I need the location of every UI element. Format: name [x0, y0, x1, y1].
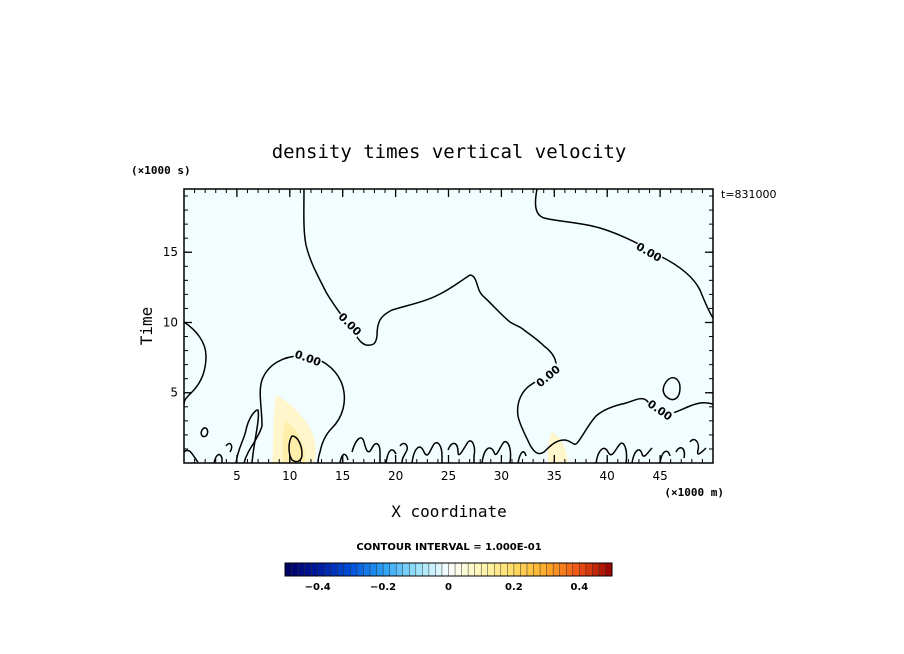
colorbar-swatch	[415, 563, 423, 576]
colorbar-swatch	[592, 563, 600, 576]
colorbar-swatch	[481, 563, 489, 576]
colorbar-swatch	[513, 563, 521, 576]
colorbar-swatch	[396, 563, 404, 576]
x-tick-label: 30	[494, 469, 509, 483]
colorbar-swatch	[598, 563, 606, 576]
chart-title: density times vertical velocity	[272, 141, 627, 163]
positive-region-2	[282, 420, 305, 463]
colorbar-swatch	[585, 563, 593, 576]
tick-labels: 5 10 15 20 25 30 35 40 45 5 10 15	[163, 245, 668, 483]
contour-line-dome	[243, 355, 346, 464]
colorbar-swatch	[370, 563, 377, 576]
y-axis-label: Time	[137, 307, 156, 346]
colorbar-swatch	[507, 563, 515, 576]
field-background	[184, 189, 713, 463]
colorbar-swatch	[311, 563, 319, 576]
colorbar-tick-label: 0	[445, 582, 452, 593]
x-tick-label: 5	[233, 469, 241, 483]
colorbar-swatch	[448, 563, 456, 576]
colorbar-swatch	[409, 563, 417, 576]
major-ticks	[184, 189, 713, 463]
x-tick-label: 45	[652, 469, 667, 483]
positive-field-regions	[272, 395, 568, 463]
colorbar-swatch	[402, 563, 410, 576]
colorbar-tick-label: −0.2	[370, 582, 396, 593]
contour-line-closed-1	[288, 435, 303, 463]
colorbar-swatch	[324, 563, 332, 576]
x-tick-label: 35	[547, 469, 562, 483]
y-tick-label: 15	[163, 245, 178, 259]
colorbar-swatch	[422, 563, 430, 576]
colorbar-swatch	[376, 563, 384, 576]
colorbar-swatch	[572, 563, 580, 576]
colorbar-swatch	[520, 563, 528, 576]
contour-interval-label: CONTOUR INTERVAL = 1.000E-01	[356, 542, 541, 553]
colorbar-swatch	[330, 563, 338, 576]
contour-line-top-center	[303, 188, 557, 366]
positive-region-3	[547, 432, 568, 463]
colorbar-swatch	[343, 563, 351, 576]
x-axis-unit: (×1000 m)	[664, 486, 724, 499]
timestamp-label: t=831000	[721, 188, 777, 201]
colorbar-tick-label: −0.4	[305, 582, 331, 593]
colorbar-swatch	[474, 563, 482, 576]
colorbar-swatch	[428, 563, 436, 576]
colorbar-swatch	[356, 563, 364, 576]
colorbar-frame	[284, 562, 613, 577]
plot-area: 0.00 0.00 0.00 0.00 0.00 5 10 15 20 25 30 35 40…	[163, 188, 714, 483]
colorbar-tick-label: 0.4	[570, 582, 588, 593]
colorbar-swatch	[579, 563, 587, 576]
colorbar-swatch	[553, 563, 561, 576]
colorbar-swatch	[540, 563, 547, 576]
colorbar-swatch	[500, 563, 508, 576]
colorbar-swatch	[468, 563, 476, 576]
y-axis-unit: (×1000 s)	[131, 164, 191, 177]
colorbar	[285, 563, 613, 576]
y-tick-label: 10	[163, 315, 178, 329]
x-axis-label: X coordinate	[391, 502, 507, 521]
contour-line-wiggles	[183, 409, 707, 464]
x-tick-label: 40	[600, 469, 615, 483]
colorbar-swatch	[461, 563, 469, 576]
x-tick-label: 10	[282, 469, 297, 483]
x-tick-label: 15	[335, 469, 350, 483]
x-tick-label: 25	[441, 469, 456, 483]
x-tick-label: 20	[388, 469, 403, 483]
contour-line-left	[183, 321, 207, 405]
colorbar-swatch	[389, 563, 397, 576]
colorbar-swatch	[605, 563, 613, 576]
colorbar-swatch	[526, 563, 534, 576]
colorbar-swatch	[298, 563, 306, 576]
colorbar-tick-label: 0.2	[505, 582, 523, 593]
colorbar-swatch	[291, 563, 299, 576]
colorbar-swatch	[435, 563, 443, 576]
colorbar-swatch	[533, 563, 541, 576]
y-tick-label: 5	[170, 386, 178, 400]
colorbar-swatch	[285, 563, 292, 576]
colorbar-swatch	[566, 563, 574, 576]
colorbar-swatch	[363, 563, 371, 576]
colorbar-swatch	[304, 563, 312, 576]
colorbar-swatch	[441, 563, 449, 576]
colorbar-swatch	[487, 563, 495, 576]
colorbar-swatch	[383, 563, 391, 576]
colorbar-swatch	[559, 563, 567, 576]
colorbar-swatch	[350, 563, 358, 576]
colorbar-swatch	[337, 563, 345, 576]
colorbar-swatch	[546, 563, 554, 576]
contour-lines	[183, 188, 714, 464]
colorbar-swatch	[455, 563, 462, 576]
colorbar-swatch	[317, 563, 325, 576]
contour-line-top-right	[534, 188, 714, 319]
colorbar-swatch	[494, 563, 502, 576]
contour-line-closed-2	[662, 377, 681, 401]
colorbar-labels: −0.4 −0.2 0 0.2 0.4	[305, 582, 589, 593]
